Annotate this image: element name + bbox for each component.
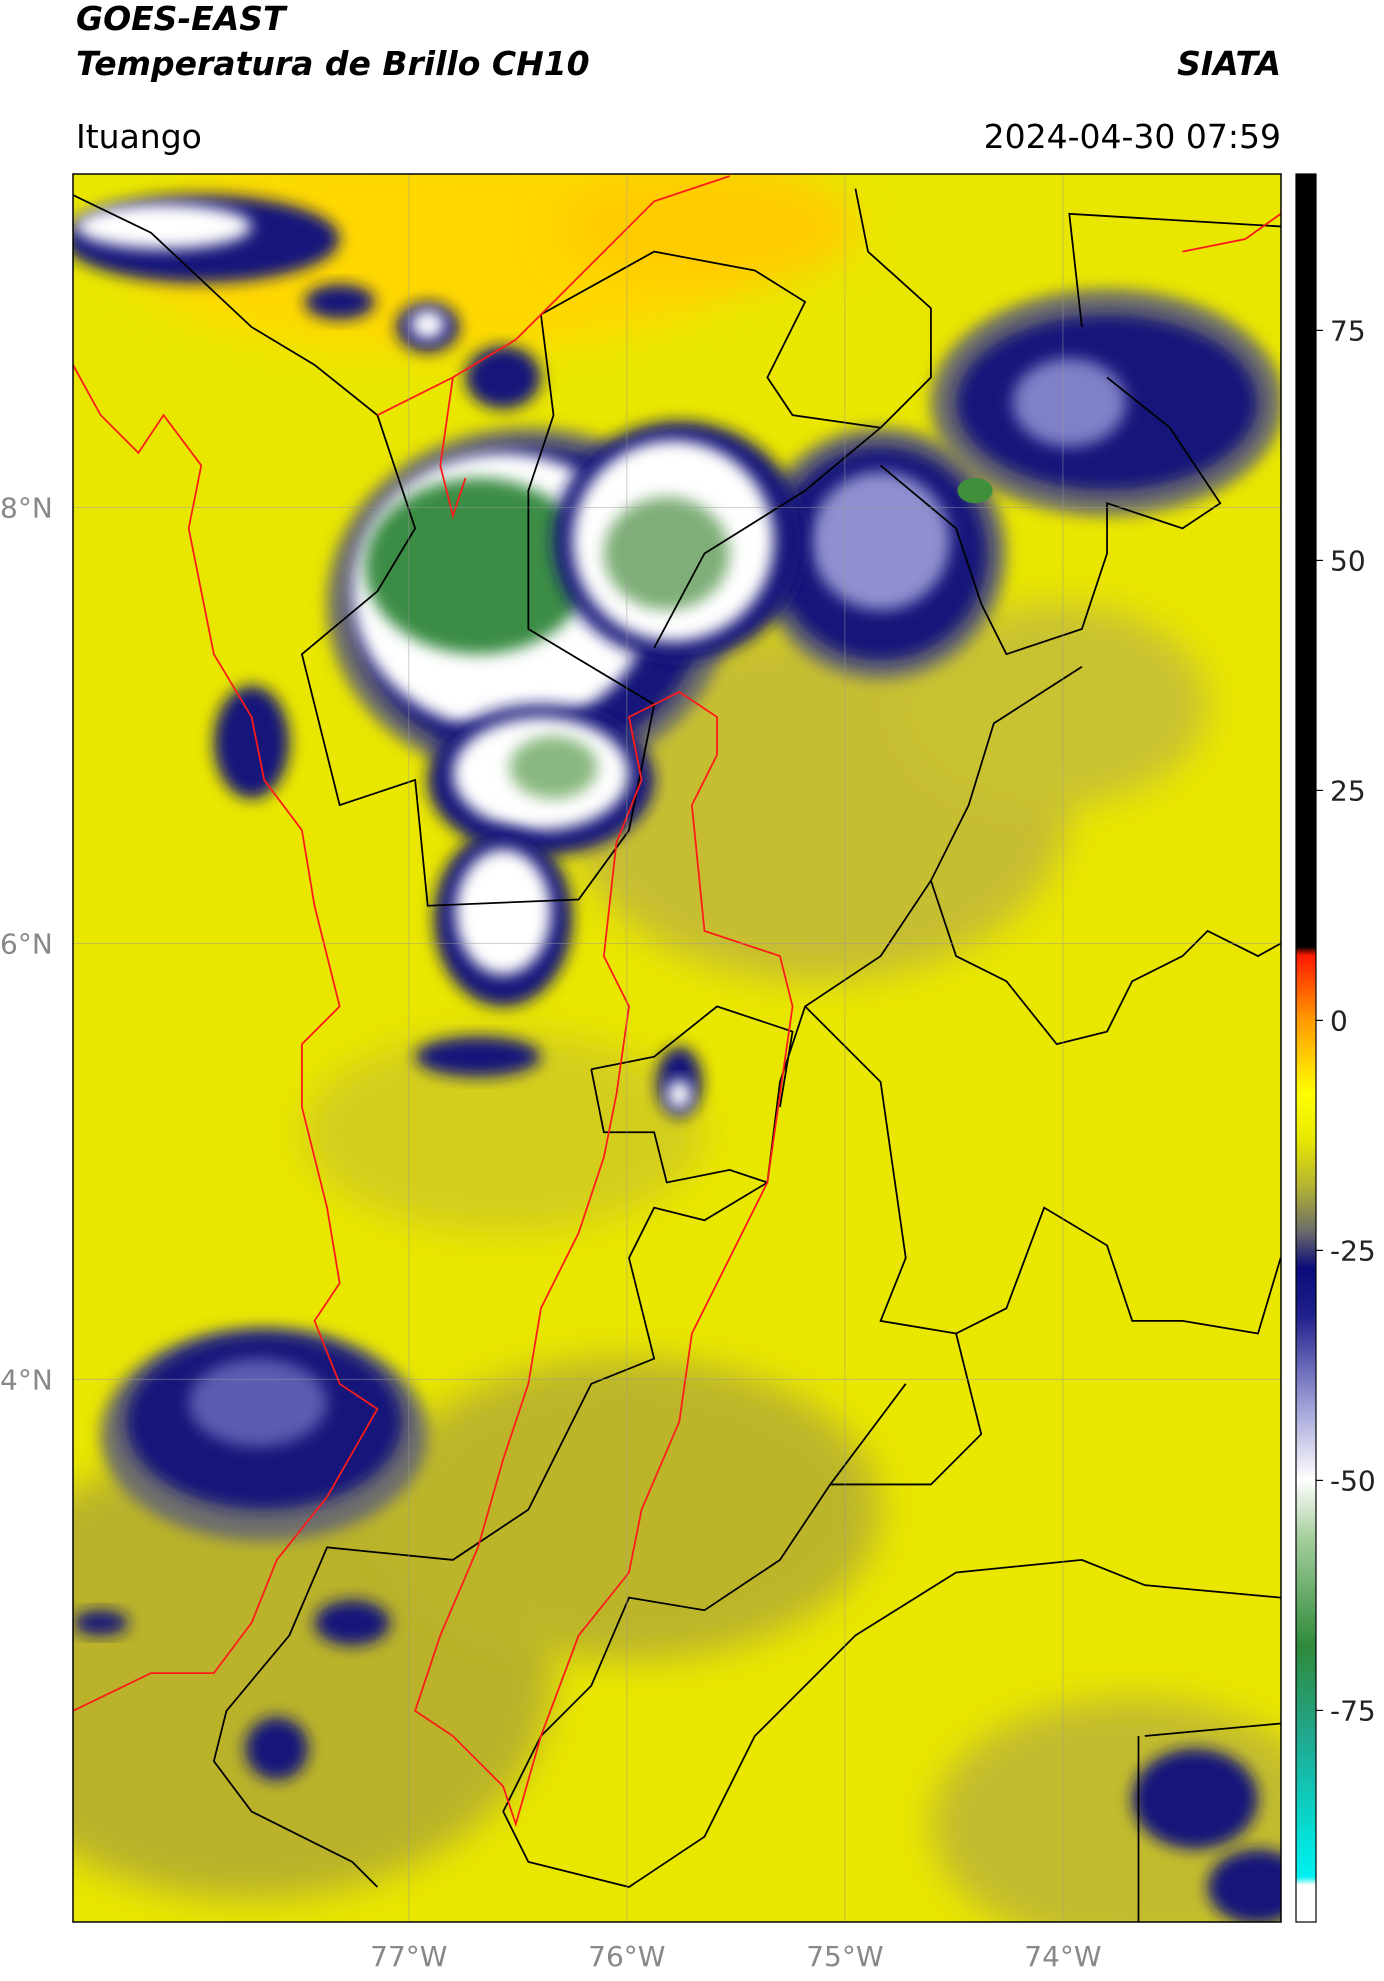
x-tick-label: 74°W <box>1024 1940 1101 1973</box>
location: Ituango <box>76 117 202 156</box>
datetime: 2024-04-30 07:59 <box>984 117 1281 156</box>
colorbar-tick-label: 50 <box>1330 544 1366 577</box>
map-frame <box>72 173 1282 1923</box>
brand: SIATA <box>1177 44 1281 83</box>
cloud-region <box>213 685 290 799</box>
cloud-region <box>465 345 541 409</box>
cloud-region <box>188 1358 328 1447</box>
x-tick-label: 76°W <box>588 1940 665 1973</box>
colorbar-tick-label: 75 <box>1330 314 1366 347</box>
colorbar-tick-label: 0 <box>1330 1004 1348 1037</box>
cloud-region <box>509 735 598 799</box>
subtitle: Temperatura de Brillo CH10 <box>76 44 590 83</box>
colorbar-tick-label: -75 <box>1330 1694 1376 1727</box>
cloud-region <box>1132 1748 1258 1850</box>
cloud-region <box>245 1717 309 1781</box>
cloud-region <box>811 471 950 611</box>
cloud-region <box>304 284 375 320</box>
cloud-region <box>1012 358 1126 447</box>
cloud-region <box>455 849 552 975</box>
cloud-region <box>73 1610 129 1636</box>
y-tick-label: 4°N <box>0 1363 53 1396</box>
cloud-region <box>905 603 1208 806</box>
borders <box>73 175 1281 1922</box>
brightness-field <box>73 174 1281 1922</box>
cloud-region <box>553 174 856 290</box>
map <box>73 174 1281 1922</box>
x-tick-label: 77°W <box>370 1940 447 1973</box>
cloud-region <box>377 1358 881 1661</box>
cloud-region <box>314 1600 390 1646</box>
y-tick-label: 6°N <box>0 927 53 960</box>
colorbar-tick-label: 25 <box>1330 774 1366 807</box>
cloud-region <box>410 309 446 340</box>
colorbar-tick-label: -25 <box>1330 1234 1376 1267</box>
cloud-region <box>301 1031 705 1233</box>
title: GOES-EAST <box>76 0 288 38</box>
cloud-region <box>75 203 252 250</box>
colorbar <box>1295 173 1317 1923</box>
cloud-region <box>603 496 730 611</box>
cloud-region <box>364 478 592 655</box>
cloud-region <box>957 478 993 504</box>
cloud-region <box>1207 1849 1281 1922</box>
cloud-region <box>666 1079 692 1110</box>
y-tick-label: 8°N <box>0 491 53 524</box>
cloud-region <box>415 1036 541 1077</box>
x-tick-label: 75°W <box>806 1940 883 1973</box>
colorbar-tick-label: -50 <box>1330 1464 1376 1497</box>
